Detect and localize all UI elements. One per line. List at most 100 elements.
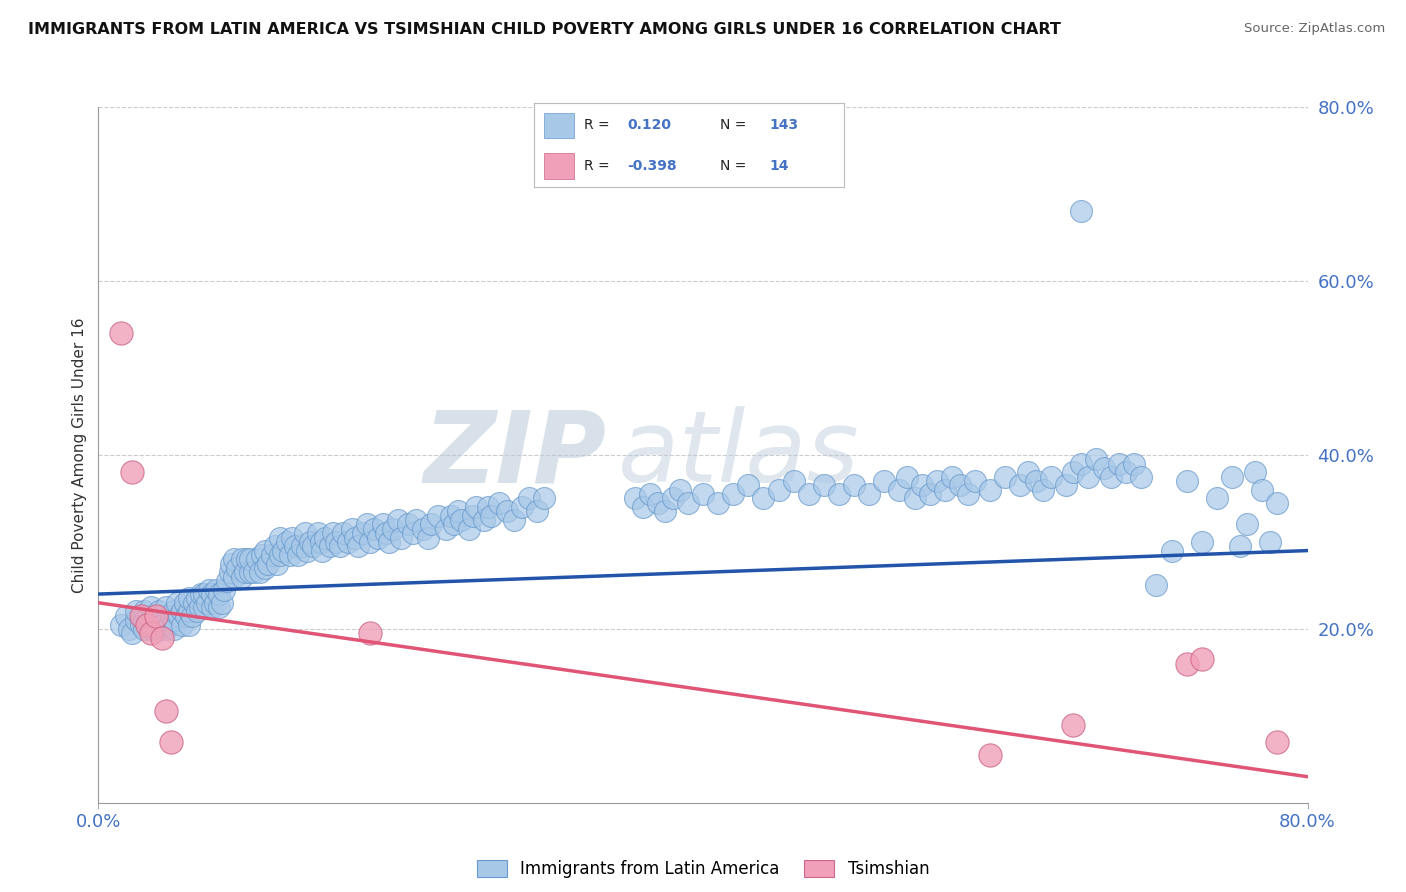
Point	[170, 617, 193, 632]
Point	[904, 491, 927, 506]
Point	[768, 483, 790, 497]
Point	[813, 478, 835, 492]
Point	[457, 522, 479, 536]
Point	[956, 487, 979, 501]
Point	[129, 608, 152, 623]
Point	[188, 600, 211, 615]
Point	[1236, 517, 1258, 532]
Point	[344, 531, 367, 545]
Point	[723, 487, 745, 501]
Point	[221, 557, 243, 571]
Point	[243, 566, 266, 580]
Point	[294, 526, 316, 541]
Point	[371, 517, 394, 532]
Point	[281, 531, 304, 545]
Point	[752, 491, 775, 506]
Point	[1144, 578, 1167, 592]
Point	[1243, 466, 1265, 480]
Point	[179, 591, 201, 606]
Point	[447, 504, 470, 518]
Point	[918, 487, 941, 501]
Text: Source: ZipAtlas.com: Source: ZipAtlas.com	[1244, 22, 1385, 36]
Point	[1191, 534, 1213, 549]
Point	[1175, 657, 1198, 671]
Text: ZIP: ZIP	[423, 407, 606, 503]
Point	[291, 539, 314, 553]
Point	[186, 591, 208, 606]
Point	[235, 552, 257, 566]
Point	[979, 747, 1001, 762]
Point	[1220, 469, 1243, 483]
Point	[170, 605, 193, 619]
Point	[250, 548, 273, 562]
Point	[121, 626, 143, 640]
Point	[145, 608, 167, 623]
Point	[647, 496, 669, 510]
Point	[114, 608, 136, 623]
Text: IMMIGRANTS FROM LATIN AMERICA VS TSIMSHIAN CHILD POVERTY AMONG GIRLS UNDER 16 CO: IMMIGRANTS FROM LATIN AMERICA VS TSIMSHI…	[28, 22, 1062, 37]
Point	[129, 617, 152, 632]
Point	[949, 478, 972, 492]
Point	[382, 522, 405, 536]
Point	[179, 617, 201, 632]
Point	[160, 608, 183, 623]
Point	[249, 566, 271, 580]
Point	[141, 600, 163, 615]
Point	[322, 526, 344, 541]
Point	[150, 617, 173, 632]
Point	[163, 622, 186, 636]
Point	[201, 587, 224, 601]
Text: 14: 14	[769, 159, 789, 173]
Point	[450, 513, 472, 527]
Point	[503, 513, 526, 527]
Point	[155, 622, 177, 636]
Point	[737, 478, 759, 492]
Point	[121, 466, 143, 480]
Point	[1092, 461, 1115, 475]
Point	[135, 617, 157, 632]
Point	[193, 600, 215, 615]
Point	[215, 574, 238, 588]
Point	[174, 608, 197, 623]
Point	[1085, 452, 1108, 467]
Point	[676, 496, 699, 510]
Point	[1077, 469, 1099, 483]
Point	[510, 500, 533, 514]
Text: 143: 143	[769, 119, 799, 132]
Point	[783, 474, 806, 488]
Point	[1010, 478, 1032, 492]
Point	[125, 613, 148, 627]
Point	[342, 522, 364, 536]
Point	[420, 517, 443, 532]
Point	[979, 483, 1001, 497]
Point	[143, 617, 166, 632]
Point	[318, 539, 340, 553]
Point	[1130, 469, 1153, 483]
Point	[1062, 466, 1084, 480]
Text: N =: N =	[720, 119, 747, 132]
Point	[125, 605, 148, 619]
Point	[173, 596, 195, 610]
Point	[145, 608, 167, 623]
Point	[360, 534, 382, 549]
Point	[193, 587, 215, 601]
Point	[183, 596, 205, 610]
Point	[208, 600, 231, 615]
Bar	[544, 153, 575, 178]
Point	[356, 517, 378, 532]
Point	[387, 513, 409, 527]
Point	[352, 526, 374, 541]
Point	[965, 474, 987, 488]
Point	[224, 552, 246, 566]
Legend: Immigrants from Latin America, Tsimshian: Immigrants from Latin America, Tsimshian	[470, 854, 936, 885]
Bar	[544, 112, 575, 138]
Point	[1024, 474, 1046, 488]
Point	[389, 531, 412, 545]
Point	[495, 504, 517, 518]
Point	[1115, 466, 1137, 480]
Point	[797, 487, 820, 501]
Point	[132, 605, 155, 619]
Point	[1108, 457, 1130, 471]
Point	[287, 548, 309, 562]
Point	[439, 508, 461, 523]
